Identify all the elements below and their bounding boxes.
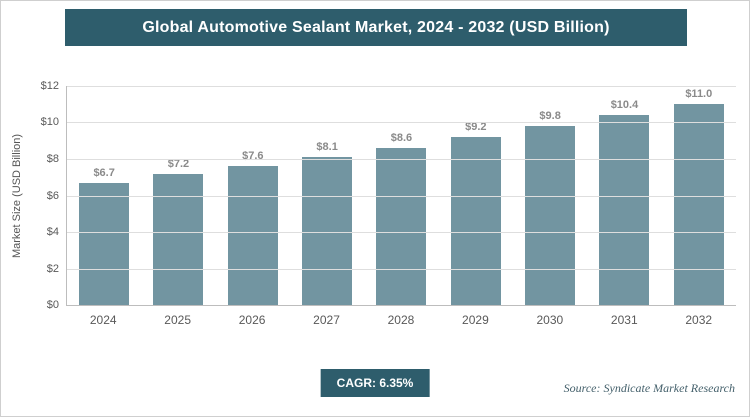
bar-column-2028: $8.6 <box>364 86 438 305</box>
plot-area: $6.7 $7.2 $7.6 $8.1 $8.6 $9.2 $9.8 $10.4 $11.0 $… <box>41 80 736 311</box>
x-tick-label-2029: 2029 <box>462 313 489 327</box>
bar-2029 <box>450 137 501 305</box>
bar-value-label: $11.0 <box>685 88 713 101</box>
x-tick-label-2031: 2031 <box>610 313 638 327</box>
x-axis-labels: 2024 2025 2026 2027 2028 2029 2030 2031 2032 <box>66 313 736 327</box>
bar-column-2029: $9.2 <box>439 86 513 305</box>
x-tick-label-2024: 2024 <box>89 313 117 327</box>
cagr-badge: CAGR: 6.35% <box>320 369 430 397</box>
bar-column-2030: $9.8 <box>513 86 587 305</box>
y-tick-label: $0 <box>46 299 59 311</box>
gridline <box>67 158 736 160</box>
gridline <box>67 195 736 197</box>
bars-row: $6.7 $7.2 $7.6 $8.1 $8.6 $9.2 $9.8 $10.4 $11.0 <box>67 86 736 305</box>
y-tick-label: $6 <box>46 189 59 202</box>
y-tick-label: $2 <box>46 262 59 275</box>
gridline <box>67 231 736 233</box>
bar-value-label: $7.6 <box>242 150 264 163</box>
bar-value-label: $8.6 <box>390 132 413 145</box>
bar-2025 <box>153 173 204 305</box>
bar-2031 <box>599 115 650 305</box>
bar-column-2026: $7.6 <box>216 86 290 305</box>
bar-2024 <box>79 182 130 305</box>
bar-value-label: $10.4 <box>610 99 639 112</box>
x-tick-label-2032: 2032 <box>685 313 713 327</box>
y-tick-label: $8 <box>46 152 59 165</box>
bar-value-label: $9.2 <box>465 121 487 134</box>
gridline <box>67 86 736 87</box>
y-tick-label: $4 <box>46 225 59 238</box>
bar-2027 <box>302 157 353 305</box>
bar-column-2024: $6.7 <box>67 86 141 305</box>
chart-title: Global Automotive Sealant Market, 2024 -… <box>65 9 687 46</box>
x-tick-label-2027: 2027 <box>313 313 340 327</box>
bar-2032 <box>673 104 724 305</box>
gridline <box>67 122 736 124</box>
bar-value-label: $8.1 <box>316 141 338 154</box>
bar-column-2031: $10.4 <box>587 86 661 305</box>
bar-2028 <box>376 148 427 305</box>
y-tick-label: $12 <box>40 80 59 92</box>
x-tick-label-2026: 2026 <box>238 313 266 327</box>
gridline <box>67 268 736 270</box>
bar-2030 <box>525 126 576 305</box>
y-axis-label: Market Size (USD Billion) <box>11 133 23 259</box>
bar-value-label: $9.8 <box>539 110 561 123</box>
x-tick-label-2028: 2028 <box>387 313 415 327</box>
y-tick-label: $10 <box>40 116 59 129</box>
bar-value-label: $6.7 <box>93 166 115 179</box>
source-text: Source: Syndicate Market Research <box>563 381 735 395</box>
x-tick-label-2025: 2025 <box>164 313 191 327</box>
x-tick-label-2030: 2030 <box>536 313 564 327</box>
bar-value-label: $7.2 <box>167 157 190 170</box>
bar-column-2032: $11.0 <box>662 86 736 305</box>
bar-2026 <box>227 166 278 305</box>
bar-column-2027: $8.1 <box>290 86 364 305</box>
